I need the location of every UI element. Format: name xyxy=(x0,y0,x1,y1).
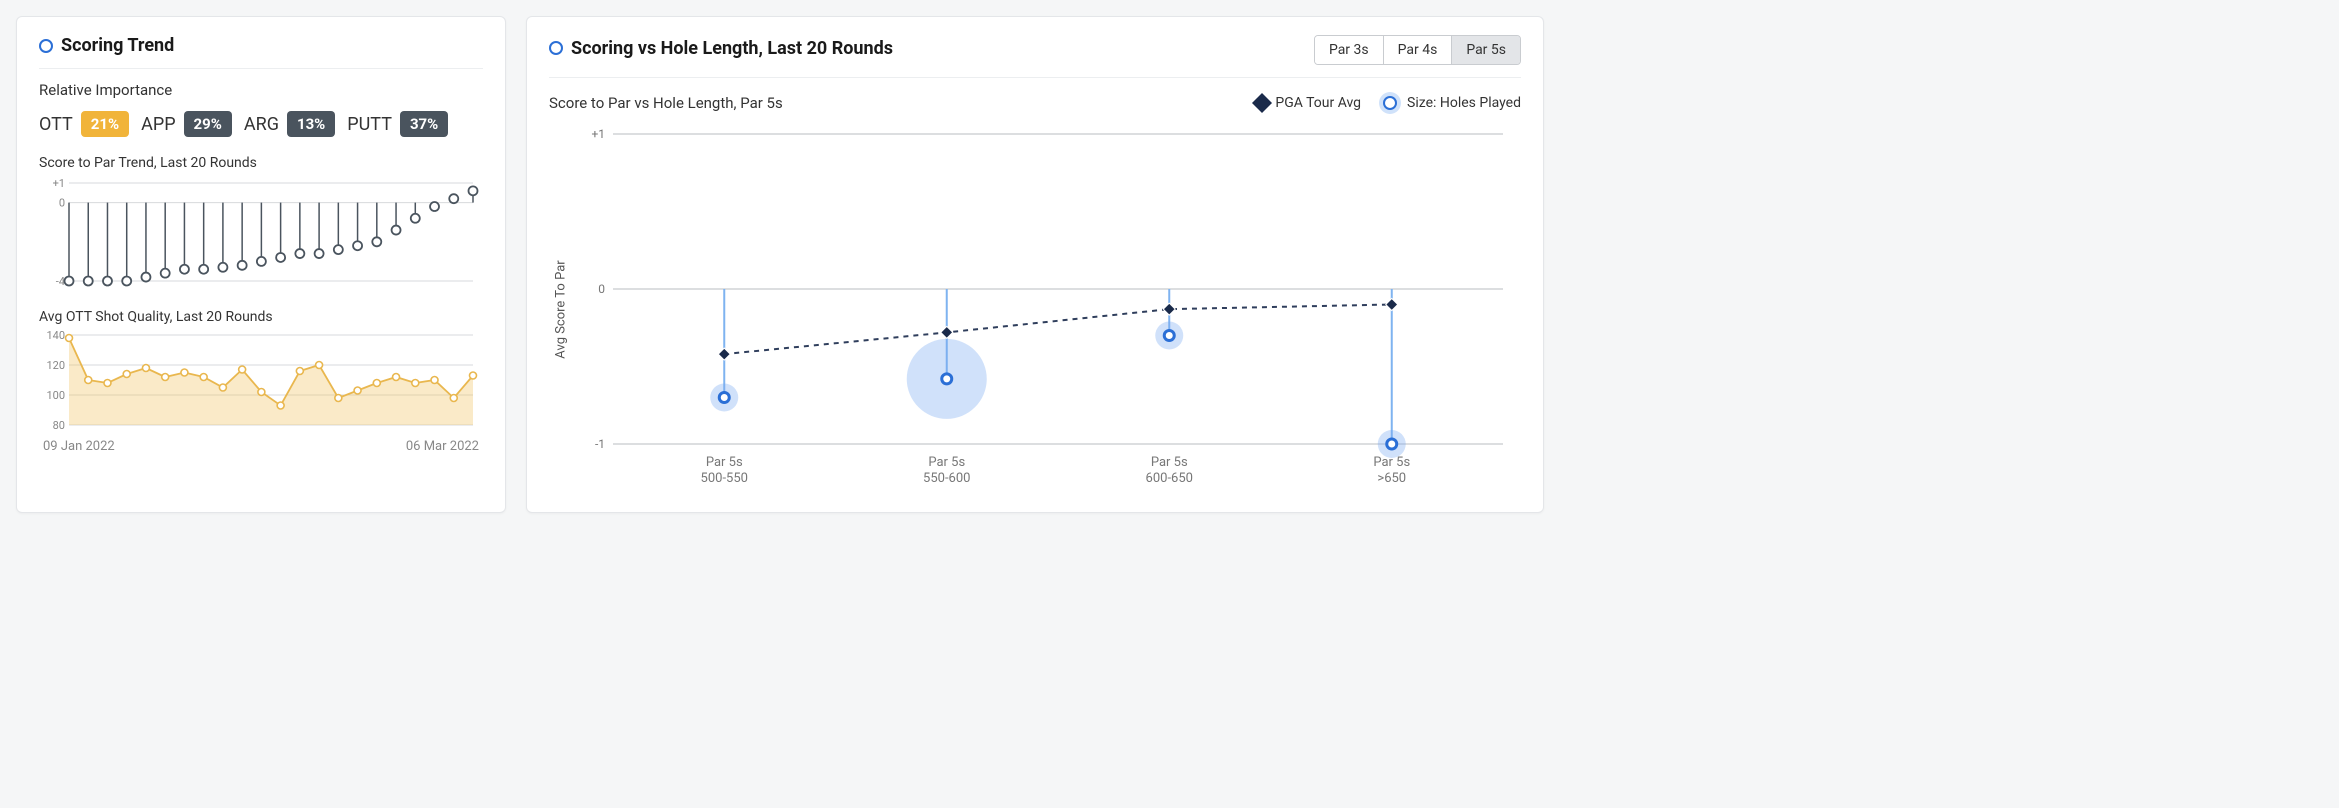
bullet-icon xyxy=(39,39,53,53)
legend: PGA Tour Avg Size: Holes Played xyxy=(1255,92,1521,114)
importance-badge: 29% xyxy=(184,111,232,137)
importance-badge: 13% xyxy=(287,111,335,137)
svg-text:Par 5s: Par 5s xyxy=(706,455,743,470)
svg-text:500-550: 500-550 xyxy=(701,471,748,486)
svg-text:Par 5s: Par 5s xyxy=(1151,455,1188,470)
ott-trend-chart: 140 120 100 80 xyxy=(39,331,483,431)
legend-size-label: Size: Holes Played xyxy=(1407,95,1521,111)
legend-size: Size: Holes Played xyxy=(1379,92,1521,114)
hole-length-card: Scoring vs Hole Length, Last 20 Rounds P… xyxy=(526,16,1544,513)
svg-text:>650: >650 xyxy=(1377,471,1406,486)
importance-label: APP xyxy=(141,114,175,135)
svg-text:0: 0 xyxy=(598,282,605,296)
svg-text:140: 140 xyxy=(46,331,65,342)
importance-label: PUTT xyxy=(347,114,392,135)
card-title-row: Scoring vs Hole Length, Last 20 Rounds xyxy=(549,38,893,59)
importance-heading: Relative Importance xyxy=(39,81,483,99)
importance-item: OTT 21% xyxy=(39,111,129,137)
legend-pga: PGA Tour Avg xyxy=(1255,95,1361,111)
score-trend-title: Score to Par Trend, Last 20 Rounds xyxy=(39,155,483,171)
divider xyxy=(549,77,1521,78)
importance-badge: 37% xyxy=(400,111,448,137)
svg-text:550-600: 550-600 xyxy=(923,471,970,486)
diamond-icon xyxy=(1253,93,1273,113)
svg-text:600-650: 600-650 xyxy=(1146,471,1193,486)
tab-par-5s[interactable]: Par 5s xyxy=(1452,36,1520,64)
svg-text:Par 5s: Par 5s xyxy=(928,455,965,470)
xaxis-end: 06 Mar 2022 xyxy=(406,439,479,454)
importance-badge: 21% xyxy=(81,111,129,137)
divider xyxy=(39,68,483,69)
bullet-icon xyxy=(549,41,563,55)
importance-label: OTT xyxy=(39,114,73,135)
par-tab-group: Par 3sPar 4sPar 5s xyxy=(1314,35,1521,65)
card-title-row: Scoring Trend xyxy=(39,35,483,56)
importance-item: ARG 13% xyxy=(244,111,335,137)
legend-pga-label: PGA Tour Avg xyxy=(1275,95,1361,111)
svg-text:0: 0 xyxy=(59,197,65,210)
ott-xaxis: 09 Jan 2022 06 Mar 2022 xyxy=(39,439,483,454)
card-title: Scoring vs Hole Length, Last 20 Rounds xyxy=(571,38,893,59)
card-title: Scoring Trend xyxy=(61,35,174,56)
svg-text:+1: +1 xyxy=(53,177,65,190)
svg-text:+1: +1 xyxy=(591,127,605,141)
tab-par-4s[interactable]: Par 4s xyxy=(1384,36,1453,64)
svg-text:80: 80 xyxy=(53,419,65,431)
chart-subtitle: Score to Par vs Hole Length, Par 5s xyxy=(549,94,783,112)
importance-row: OTT 21% APP 29% ARG 13% PUTT 37% xyxy=(39,111,483,137)
scoring-trend-card: Scoring Trend Relative Importance OTT 21%… xyxy=(16,16,506,513)
bubble-icon xyxy=(1379,92,1401,114)
svg-text:100: 100 xyxy=(46,389,65,402)
importance-item: PUTT 37% xyxy=(347,111,448,137)
svg-text:120: 120 xyxy=(46,359,65,372)
importance-item: APP 29% xyxy=(141,111,232,137)
tab-par-3s[interactable]: Par 3s xyxy=(1315,36,1384,64)
y-axis-label: Avg Score To Par xyxy=(554,260,569,358)
svg-text:-1: -1 xyxy=(595,437,605,451)
ott-trend-title: Avg OTT Shot Quality, Last 20 Rounds xyxy=(39,309,483,325)
xaxis-start: 09 Jan 2022 xyxy=(43,439,115,454)
score-trend-chart: +10-4 xyxy=(39,177,483,287)
importance-label: ARG xyxy=(244,114,279,135)
svg-text:Par 5s: Par 5s xyxy=(1373,455,1410,470)
hole-length-chart: +10-1Par 5s500-550Par 5s550-600Par 5s600… xyxy=(573,124,1513,494)
